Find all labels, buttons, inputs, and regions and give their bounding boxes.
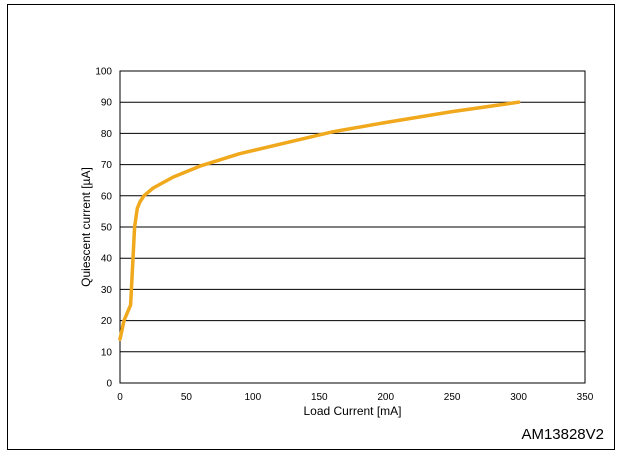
series-layer bbox=[118, 100, 521, 342]
x-tick-label: 300 bbox=[510, 392, 527, 403]
y-tick-label: 20 bbox=[101, 316, 113, 327]
y-tick-label: 60 bbox=[101, 191, 113, 202]
x-tick-label: 250 bbox=[444, 392, 461, 403]
figure-frame: 0 10 20 30 40 50 60 70 80 90 100 0 50 100 150 200 250 30… bbox=[7, 4, 615, 450]
y-tick-label: 0 bbox=[106, 379, 112, 390]
plot-area bbox=[119, 70, 586, 384]
y-axis-title: Quiescent current [µA] bbox=[79, 167, 93, 287]
y-tick-label: 40 bbox=[101, 254, 113, 265]
x-tick-label: 150 bbox=[311, 392, 328, 403]
y-tick-label: 80 bbox=[101, 129, 113, 140]
x-tick-label: 200 bbox=[377, 392, 394, 403]
y-tick-label: 100 bbox=[95, 67, 112, 78]
y-tick-label: 30 bbox=[101, 285, 113, 296]
x-axis-title: Load Current [mA] bbox=[303, 404, 401, 418]
figure-code: AM13828V2 bbox=[521, 426, 604, 443]
y-tick-label: 10 bbox=[101, 347, 113, 358]
x-tick-label: 350 bbox=[577, 392, 594, 403]
x-tick-label: 50 bbox=[181, 392, 193, 403]
chart: 0 10 20 30 40 50 60 70 80 90 100 0 50 100 150 200 250 30… bbox=[79, 67, 594, 419]
x-tick-label: 100 bbox=[245, 392, 262, 403]
grid-lines bbox=[120, 101, 585, 353]
y-tick-label: 90 bbox=[101, 98, 113, 109]
y-tick-label: 70 bbox=[101, 160, 113, 171]
x-tick-labels: 0 50 100 150 200 250 300 350 bbox=[117, 392, 594, 403]
x-tick-label: 0 bbox=[117, 392, 123, 403]
y-tick-label: 50 bbox=[101, 223, 113, 234]
y-tick-labels: 0 10 20 30 40 50 60 70 80 90 100 bbox=[95, 67, 112, 390]
series-line-0 bbox=[118, 100, 521, 342]
